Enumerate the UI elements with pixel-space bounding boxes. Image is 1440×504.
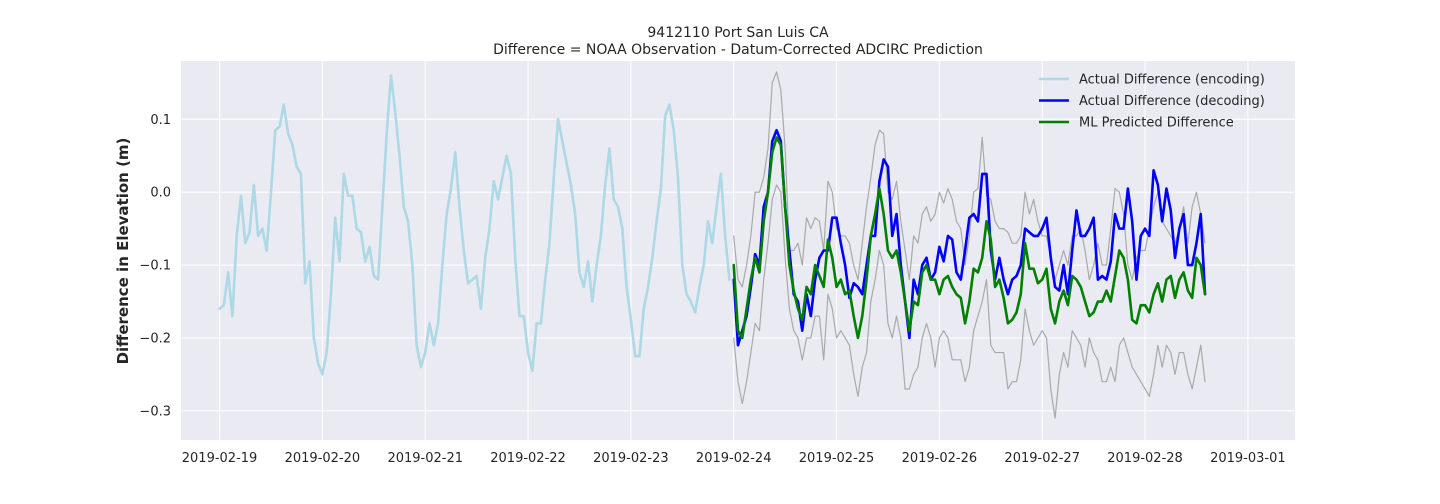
legend-item-predicted: ML Predicted Difference — [1039, 116, 1234, 131]
x-tick-label: 2019-02-23 — [593, 451, 669, 466]
series-encoding-line — [218, 74, 731, 376]
y-axis-label: Difference in Elevation (m) — [114, 138, 132, 365]
series-upper-bound-line — [733, 71, 1206, 288]
x-tick-label: 2019-02-24 — [696, 451, 772, 466]
x-tick-label: 2019-02-25 — [799, 451, 875, 466]
x-tick-label: 2019-03-01 — [1210, 451, 1286, 466]
x-tick-label: 2019-02-21 — [387, 451, 463, 466]
chart-subtitle: Difference = NOAA Observation - Datum-Co… — [493, 42, 983, 58]
x-tick-label: 2019-02-26 — [902, 451, 978, 466]
x-tick-label: 2019-02-20 — [285, 451, 361, 466]
series-group — [218, 71, 1207, 419]
y-tick-label: 0.1 — [150, 113, 171, 128]
y-tick-label: 0.0 — [150, 186, 171, 201]
x-tick-label: 2019-02-22 — [490, 451, 566, 466]
y-axis: 0.1 0.0 −0.1 −0.2 −0.3 — [139, 113, 171, 420]
x-tick-label: 2019-02-28 — [1107, 451, 1183, 466]
chart-title: 9412110 Port San Luis CA — [647, 25, 829, 41]
series-lower-bound-line — [733, 184, 1206, 419]
series-decoding-line — [732, 128, 1207, 347]
series-predicted-line — [732, 136, 1207, 340]
x-tick-label: 2019-02-19 — [182, 451, 258, 466]
legend-label: Actual Difference (encoding) — [1079, 73, 1265, 88]
legend-label: ML Predicted Difference — [1079, 116, 1234, 131]
y-tick-label: −0.1 — [139, 259, 171, 274]
legend-label: Actual Difference (decoding) — [1079, 94, 1265, 109]
legend: Actual Difference (encoding) Actual Diffe… — [1039, 73, 1265, 131]
x-axis: 2019-02-19 2019-02-20 2019-02-21 2019-02-22… — [182, 451, 1286, 466]
y-tick-label: −0.3 — [139, 404, 171, 419]
legend-item-encoding: Actual Difference (encoding) — [1039, 73, 1265, 88]
x-tick-label: 2019-02-27 — [1004, 451, 1080, 466]
y-tick-label: −0.2 — [139, 331, 171, 346]
legend-item-decoding: Actual Difference (decoding) — [1039, 94, 1265, 109]
